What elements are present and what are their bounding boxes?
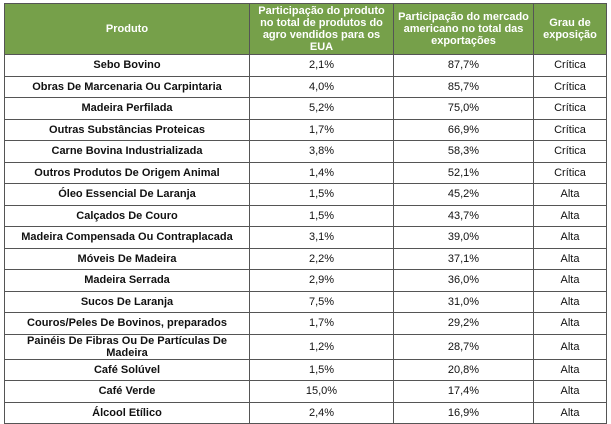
header-produto: Produto — [4, 3, 250, 55]
exposure-cell: Crítica — [533, 140, 607, 163]
share-agro-cell: 1,5% — [249, 204, 394, 227]
header-exposure: Grau de exposição — [533, 3, 607, 55]
share-agro-cell: 1,5% — [249, 358, 394, 381]
share-us-market-cell: 37,1% — [393, 247, 534, 270]
share-us-market-cell: 36,0% — [393, 269, 534, 292]
share-us-market-cell: 75,0% — [393, 97, 534, 120]
table-row: Outros Produtos De Origem Animal 1,4% 52,1… — [4, 161, 607, 184]
table-row: Álcool Etílico 2,4% 16,9% Alta — [4, 401, 607, 424]
exposure-cell: Crítica — [533, 97, 607, 120]
product-cell: Sucos De Laranja — [4, 290, 250, 313]
exposure-cell: Alta — [533, 312, 607, 335]
share-us-market-cell: 17,4% — [393, 380, 534, 403]
table-row: Couros/Peles De Bovinos, preparados 1,7% 2… — [4, 312, 607, 335]
table-row: Móveis De Madeira 2,2% 37,1% Alta — [4, 247, 607, 270]
share-us-market-cell: 20,8% — [393, 358, 534, 381]
product-cell: Outras Substâncias Proteicas — [4, 118, 250, 141]
exposure-cell: Crítica — [533, 54, 607, 77]
product-cell: Madeira Perfilada — [4, 97, 250, 120]
exposure-cell: Alta — [533, 333, 607, 360]
product-cell: Carne Bovina Industrializada — [4, 140, 250, 163]
exposure-cell: Alta — [533, 183, 607, 206]
share-us-market-cell: 52,1% — [393, 161, 534, 184]
product-cell: Café Verde — [4, 380, 250, 403]
share-agro-cell: 1,7% — [249, 118, 394, 141]
table-row: Madeira Compensada Ou Contraplacada 3,1% 3… — [4, 226, 607, 249]
product-cell: Calçados De Couro — [4, 204, 250, 227]
share-us-market-cell: 39,0% — [393, 226, 534, 249]
exposure-cell: Alta — [533, 226, 607, 249]
product-cell: Madeira Serrada — [4, 269, 250, 292]
share-us-market-cell: 87,7% — [393, 54, 534, 77]
table-row: Obras De Marcenaria Ou Carpintaria 4,0% 85… — [4, 75, 607, 98]
exposure-cell: Alta — [533, 269, 607, 292]
table-body: Sebo Bovino 2,1% 87,7% Crítica Obras De Marc… — [4, 54, 607, 424]
share-agro-cell: 5,2% — [249, 97, 394, 120]
share-agro-cell: 4,0% — [249, 75, 394, 98]
share-us-market-cell: 16,9% — [393, 401, 534, 424]
share-agro-cell: 2,1% — [249, 54, 394, 77]
table-row: Madeira Serrada 2,9% 36,0% Alta — [4, 269, 607, 292]
share-us-market-cell: 29,2% — [393, 312, 534, 335]
exposure-cell: Alta — [533, 290, 607, 313]
table-row: Sebo Bovino 2,1% 87,7% Crítica — [4, 54, 607, 77]
product-cell: Sebo Bovino — [4, 54, 250, 77]
share-agro-cell: 7,5% — [249, 290, 394, 313]
exposure-cell: Alta — [533, 204, 607, 227]
header-row: Produto Participação do produto no total… — [4, 3, 607, 55]
product-cell: Painéis De Fibras Ou De Partículas De Ma… — [4, 333, 250, 360]
share-agro-cell: 1,5% — [249, 183, 394, 206]
exposure-cell: Alta — [533, 380, 607, 403]
share-agro-cell: 3,1% — [249, 226, 394, 249]
share-agro-cell: 1,2% — [249, 333, 394, 360]
header-share-us-market: Participação do mercado americano no tot… — [393, 3, 534, 55]
share-us-market-cell: 31,0% — [393, 290, 534, 313]
share-agro-cell: 1,4% — [249, 161, 394, 184]
table-row: Outras Substâncias Proteicas 1,7% 66,9% Crí… — [4, 118, 607, 141]
product-cell: Móveis De Madeira — [4, 247, 250, 270]
share-us-market-cell: 85,7% — [393, 75, 534, 98]
product-cell: Álcool Etílico — [4, 401, 250, 424]
share-agro-cell: 1,7% — [249, 312, 394, 335]
share-us-market-cell: 58,3% — [393, 140, 534, 163]
share-agro-cell: 2,9% — [249, 269, 394, 292]
exposure-cell: Crítica — [533, 75, 607, 98]
share-agro-cell: 2,2% — [249, 247, 394, 270]
share-us-market-cell: 45,2% — [393, 183, 534, 206]
product-cell: Madeira Compensada Ou Contraplacada — [4, 226, 250, 249]
table-row: Painéis De Fibras Ou De Partículas De Ma… — [4, 333, 607, 360]
header-share-agro: Participação do produto no total de prod… — [249, 3, 394, 55]
share-us-market-cell: 28,7% — [393, 333, 534, 360]
share-agro-cell: 3,8% — [249, 140, 394, 163]
table-row: Café Verde 15,0% 17,4% Alta — [4, 380, 607, 403]
share-agro-cell: 15,0% — [249, 380, 394, 403]
product-cell: Óleo Essencial De Laranja — [4, 183, 250, 206]
exposure-cell: Alta — [533, 247, 607, 270]
table-row: Óleo Essencial De Laranja 1,5% 45,2% Alta — [4, 183, 607, 206]
share-us-market-cell: 66,9% — [393, 118, 534, 141]
exposure-cell: Alta — [533, 401, 607, 424]
share-agro-cell: 2,4% — [249, 401, 394, 424]
product-cell: Obras De Marcenaria Ou Carpintaria — [4, 75, 250, 98]
table-row: Madeira Perfilada 5,2% 75,0% Crítica — [4, 97, 607, 120]
product-cell: Couros/Peles De Bovinos, preparados — [4, 312, 250, 335]
exposure-cell: Crítica — [533, 118, 607, 141]
table-row: Calçados De Couro 1,5% 43,7% Alta — [4, 204, 607, 227]
product-cell: Outros Produtos De Origem Animal — [4, 161, 250, 184]
table-row: Carne Bovina Industrializada 3,8% 58,3% Crí… — [4, 140, 607, 163]
exposure-cell: Alta — [533, 358, 607, 381]
exposure-cell: Crítica — [533, 161, 607, 184]
product-cell: Café Solúvel — [4, 358, 250, 381]
table-row: Sucos De Laranja 7,5% 31,0% Alta — [4, 290, 607, 313]
export-exposure-table: Produto Participação do produto no total… — [4, 3, 607, 424]
share-us-market-cell: 43,7% — [393, 204, 534, 227]
table-row: Café Solúvel 1,5% 20,8% Alta — [4, 358, 607, 381]
